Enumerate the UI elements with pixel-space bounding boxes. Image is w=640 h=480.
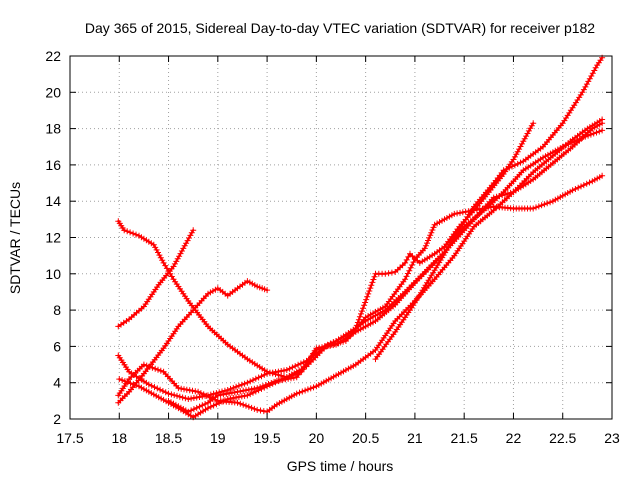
series-markers-satellite-trace-6 bbox=[116, 127, 606, 421]
y-tick-label: 20 bbox=[45, 84, 61, 100]
y-tick-label: 22 bbox=[45, 48, 61, 64]
grid-layer bbox=[70, 56, 612, 419]
y-tick-label: 18 bbox=[45, 121, 61, 137]
series-markers-satellite-trace-4 bbox=[115, 172, 606, 402]
y-tick-label: 8 bbox=[53, 302, 61, 318]
x-tick-label: 20 bbox=[309, 430, 325, 446]
x-tick-label: 21.5 bbox=[451, 430, 478, 446]
x-axis-title: GPS time / hours bbox=[287, 458, 394, 474]
series-markers-satellite-trace-8 bbox=[372, 54, 606, 363]
x-tick-label: 20.5 bbox=[352, 430, 379, 446]
y-tick-label: 6 bbox=[53, 338, 61, 354]
x-tick-label: 19.5 bbox=[253, 430, 280, 446]
series-line-satellite-trace-6 bbox=[118, 129, 604, 419]
x-tick-label: 18 bbox=[111, 430, 127, 446]
series-markers-satellite-trace-5 bbox=[115, 120, 606, 415]
y-tick-label: 12 bbox=[45, 230, 61, 246]
y-tick-label: 4 bbox=[53, 375, 61, 391]
y-axis-title: SDTVAR / TECUs bbox=[7, 182, 23, 294]
label-layer: 17.5 18 18.5 19 19.5 20 20.5 21 21.5 22 22.5 23 2 4 6 8… bbox=[45, 48, 620, 446]
x-tick-label: 19 bbox=[210, 430, 226, 446]
tick-layer bbox=[69, 55, 613, 420]
x-tick-label: 22.5 bbox=[549, 430, 576, 446]
x-tick-label: 21 bbox=[407, 430, 423, 446]
y-tick-label: 16 bbox=[45, 157, 61, 173]
y-tick-label: 14 bbox=[45, 193, 61, 209]
chart-title: Day 365 of 2015, Sidereal Day-to-day VTE… bbox=[85, 20, 595, 36]
x-tick-label: 17.5 bbox=[56, 430, 83, 446]
x-tick-label: 22 bbox=[506, 430, 522, 446]
y-tick-label: 10 bbox=[45, 266, 61, 282]
marker-layer bbox=[115, 54, 606, 421]
y-tick-label: 2 bbox=[53, 411, 61, 427]
x-tick-label: 18.5 bbox=[155, 430, 182, 446]
series-markers-satellite-trace-2 bbox=[115, 227, 197, 330]
series-line-satellite-trace-4 bbox=[117, 174, 604, 401]
series-line-satellite-trace-1 bbox=[117, 118, 604, 379]
x-tick-label: 23 bbox=[604, 430, 620, 446]
series-markers-satellite-trace-7 bbox=[165, 120, 537, 415]
